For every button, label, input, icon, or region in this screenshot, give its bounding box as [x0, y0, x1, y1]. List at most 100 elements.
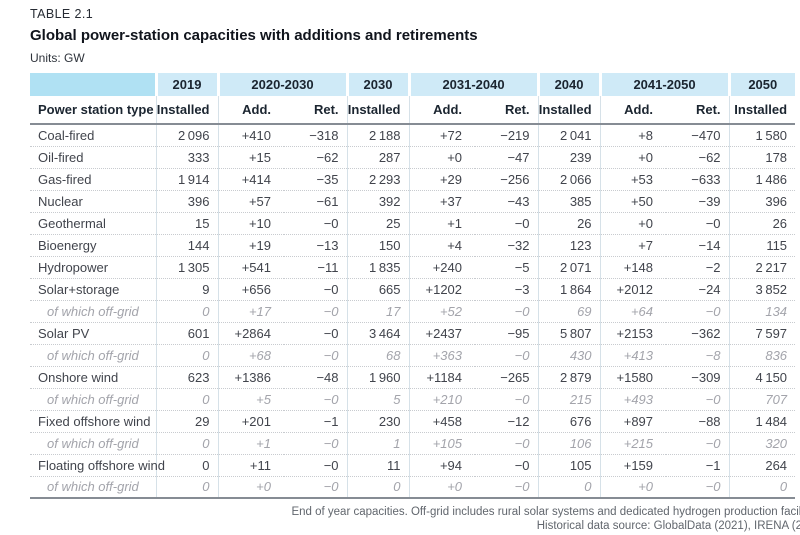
value-cell-add-2031-2040: +210 — [408, 387, 476, 410]
value-cell-add-2020-2030: +656 — [217, 277, 284, 300]
row-label: Floating offshore wind — [30, 453, 165, 476]
row-label: of which off-grid — [30, 343, 156, 366]
value-cell-ret-2041-2050: −309 — [666, 365, 730, 388]
value-cell-installed-2040: 2 071 — [537, 255, 601, 278]
table-row: of which off-grid 0 +68 −0 68 +363 −0 43… — [30, 343, 796, 366]
table-row: Onshore wind 623 +1386 −48 1 960 +1184 −… — [30, 365, 796, 388]
table-row: of which off-grid 0 +17 −0 17 +52 −0 69 … — [30, 299, 796, 322]
value-cell-installed-2050: 1 580 — [728, 124, 796, 146]
table-row: Solar+storage 9 +656 −0 665 +1202 −3 1 8… — [30, 277, 796, 300]
value-cell-installed-2050: 4 150 — [728, 365, 796, 388]
value-cell-installed-2030: 1 960 — [346, 365, 410, 388]
value-cell-ret-2020-2030: −62 — [284, 145, 348, 168]
column-header-installed-2050: Installed — [728, 96, 796, 125]
value-cell-add-2041-2050: +2153 — [599, 321, 667, 344]
value-cell-add-2020-2030: +410 — [217, 124, 284, 146]
value-cell-ret-2020-2030: −0 — [284, 343, 348, 366]
value-cell-installed-2040: 5 807 — [537, 321, 601, 344]
value-cell-add-2031-2040: +72 — [408, 124, 476, 146]
value-cell-installed-2019: 15 — [155, 211, 218, 234]
value-cell-ret-2041-2050: −24 — [666, 277, 730, 300]
value-cell-add-2031-2040: +0 — [408, 145, 476, 168]
column-header-ret-2031-2040: Ret. — [475, 96, 539, 125]
value-cell-add-2020-2030: +57 — [217, 189, 284, 212]
value-cell-ret-2031-2040: −219 — [500, 127, 530, 143]
table-row: Hydropower 1 305 +541 −11 1 835 +240 −5 … — [30, 255, 796, 278]
value-cell-installed-2019: 333 — [155, 145, 218, 168]
value-cell-add-2041-2050: +50 — [599, 189, 667, 212]
value-cell-installed-2040: 2 066 — [537, 167, 601, 190]
table-row: Bioenergy 144 +19 −13 150 +4 −32 123 +7 … — [30, 233, 796, 256]
value-cell-ret-2020-2030: −11 — [284, 255, 348, 278]
row-label: Solar PV — [30, 321, 156, 344]
table-row: Nuclear 396 +57 −61 392 +37 −43 385 +50 … — [30, 189, 796, 212]
value-cell-ret-2041-2050: −8 — [666, 343, 730, 366]
value-cell-installed-2050: 396 — [728, 189, 796, 212]
value-cell-installed-2030: 392 — [346, 189, 410, 212]
value-cell-ret-2041-2050: −0 — [666, 387, 730, 410]
value-cell-ret-2020-2030: −0 — [284, 299, 348, 322]
row-label: Bioenergy — [30, 233, 156, 256]
value-cell-ret-2020-2030: −0 — [284, 321, 348, 344]
value-cell-ret-2020-2030: −318 — [309, 127, 339, 143]
value-cell-installed-2030: 287 — [346, 145, 410, 168]
value-cell-ret-2020-2030: −0 — [284, 431, 348, 454]
value-cell-add-2031-2040: +4 — [408, 233, 476, 256]
value-cell-ret-2031-2040: −0 — [475, 453, 539, 476]
value-cell-installed-2030: 5 — [346, 387, 410, 410]
value-cell-ret-2031-2040: −256 — [475, 167, 539, 190]
table-body: Coal-fired 2 096 +410 −318 2 188 +72 −21… — [30, 124, 796, 499]
value-cell-add-2031-2040: +1184 — [408, 365, 476, 388]
value-cell-add-2020-2030: +68 — [217, 343, 284, 366]
value-cell-ret-2020-2030: −1 — [284, 409, 348, 432]
column-header-installed-2040: Installed — [537, 96, 601, 125]
value-cell-installed-2019: 0 — [155, 431, 218, 454]
value-cell-add-2031-2040: +37 — [408, 189, 476, 212]
value-cell-installed-2030: 150 — [346, 233, 410, 256]
value-cell-installed-2019: 0 — [155, 387, 218, 410]
value-cell-installed-2040: 676 — [537, 409, 601, 432]
value-cell-installed-2019: 2 096 — [155, 124, 218, 146]
value-cell-ret-2020-2030: −0 — [284, 277, 348, 300]
capacity-table: 2019 2020-2030 2030 2031-2040 2040 2041-… — [30, 73, 796, 499]
value-cell-installed-2040: 385 — [537, 189, 601, 212]
value-cell-ret-2031-2040: −3 — [475, 277, 539, 300]
value-cell-installed-2050: 178 — [728, 145, 796, 168]
row-label: Fixed offshore wind — [30, 409, 156, 432]
year-header-corner — [30, 73, 156, 96]
value-cell-installed-2019: 9 — [155, 277, 218, 300]
value-cell-ret-2041-2050: −88 — [666, 409, 730, 432]
value-cell-add-2041-2050: +0 — [599, 145, 667, 168]
year-header-2050: 2050 — [727, 73, 796, 96]
value-cell-installed-2050: 115 — [728, 233, 796, 256]
value-cell-add-2031-2040: +0 — [408, 475, 476, 499]
year-header-2031-2040: 2031-2040 — [407, 73, 539, 96]
value-cell-ret-2031-2040: −5 — [475, 255, 539, 278]
value-cell-ret-2031-2040: −0 — [475, 343, 539, 366]
value-cell-ret-2031-2040: −265 — [475, 365, 539, 388]
column-header-installed-2030: Installed — [346, 96, 410, 125]
value-cell-installed-2040: 69 — [537, 299, 601, 322]
value-cell-installed-2050: 264 — [728, 453, 796, 476]
value-cell-add-2041-2050: +897 — [599, 409, 667, 432]
value-cell-ret-2041-2050: −0 — [666, 431, 730, 454]
value-cell-installed-2050: 7 597 — [728, 321, 796, 344]
value-cell-add-2020-2030: +15 — [217, 145, 284, 168]
row-label: Geothermal — [30, 211, 156, 234]
row-label: Solar+storage — [30, 277, 156, 300]
value-cell-ret-2041-2050: −0 — [666, 475, 730, 499]
value-cell-ret-2031-2040: −95 — [475, 321, 539, 344]
value-cell-ret-2020-2030: −0 — [284, 453, 348, 476]
value-cell-ret-2020-2030: −0 — [284, 211, 348, 234]
value-cell-installed-2050: 320 — [728, 431, 796, 454]
value-cell-installed-2050: 0 — [728, 475, 796, 499]
value-cell-ret-2031-2040: −43 — [475, 189, 539, 212]
footnote-line2: Historical data source: GlobalData (2021… — [536, 520, 800, 532]
footnote-line1: End of year capacities. Off-grid include… — [291, 506, 800, 518]
value-cell-add-2031-2040: +2437 — [408, 321, 476, 344]
column-header-installed-2019: Installed — [155, 96, 218, 125]
value-cell-ret-2041-2050: −0 — [666, 299, 730, 322]
table-row: of which off-grid 0 +0 −0 0 +0 −0 0 +0 −… — [30, 475, 796, 499]
value-cell-ret-2020-2030: −0 — [284, 475, 348, 499]
value-cell-ret-2041-2050: −39 — [666, 189, 730, 212]
